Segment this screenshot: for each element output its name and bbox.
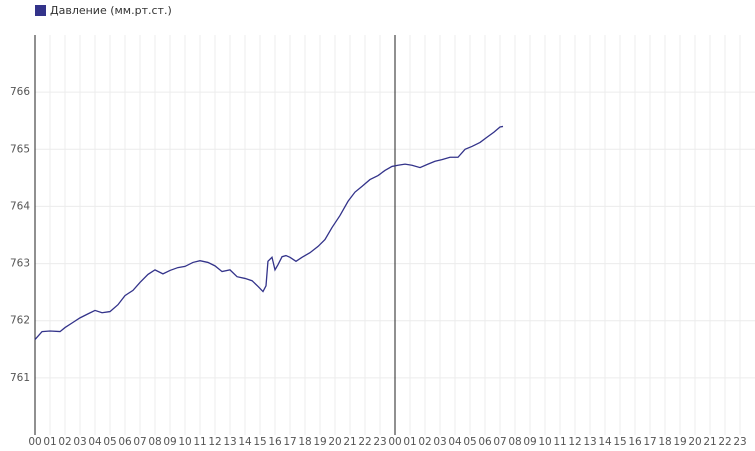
x-tick-label: 03 bbox=[433, 436, 446, 448]
x-tick-label: 19 bbox=[313, 436, 326, 448]
y-tick-label: 764 bbox=[10, 200, 30, 212]
line bbox=[34, 125, 504, 341]
x-tick-label: 12 bbox=[568, 436, 581, 448]
y-tick-label: 762 bbox=[10, 315, 30, 327]
x-tick-label: 13 bbox=[583, 436, 596, 448]
legend-swatch bbox=[35, 5, 46, 16]
x-tick-label: 20 bbox=[688, 436, 701, 448]
x-tick-label: 02 bbox=[58, 436, 71, 448]
x-tick-label: 08 bbox=[508, 436, 521, 448]
y-tick-label: 766 bbox=[10, 86, 30, 98]
x-tick-label: 09 bbox=[523, 436, 536, 448]
x-tick-label: 07 bbox=[133, 436, 146, 448]
x-tick-label: 12 bbox=[208, 436, 221, 448]
x-tick-label: 03 bbox=[73, 436, 86, 448]
x-tick-label: 04 bbox=[448, 436, 462, 448]
x-tick-label: 00 bbox=[28, 436, 41, 448]
x-tick-label: 18 bbox=[298, 436, 311, 448]
x-tick-label: 22 bbox=[358, 436, 371, 448]
x-tick-label: 21 bbox=[703, 436, 716, 448]
x-tick-label: 18 bbox=[658, 436, 671, 448]
y-tick-label: 763 bbox=[10, 258, 30, 270]
x-tick-label: 13 bbox=[223, 436, 236, 448]
x-tick-label: 04 bbox=[88, 436, 102, 448]
x-tick-label: 06 bbox=[118, 436, 132, 448]
x-tick-label: 16 bbox=[268, 436, 282, 448]
x-tick-label: 00 bbox=[388, 436, 401, 448]
x-tick-label: 21 bbox=[343, 436, 356, 448]
y-tick-label: 765 bbox=[10, 143, 30, 155]
x-tick-label: 20 bbox=[328, 436, 341, 448]
x-tick-label: 23 bbox=[373, 436, 386, 448]
x-tick-label: 05 bbox=[103, 436, 116, 448]
x-tick-label: 17 bbox=[643, 436, 656, 448]
x-tick-label: 19 bbox=[673, 436, 686, 448]
x-tick-label: 14 bbox=[598, 436, 612, 448]
x-tick-label: 15 bbox=[253, 436, 266, 448]
x-tick-label: 17 bbox=[283, 436, 296, 448]
x-tick-label: 07 bbox=[493, 436, 506, 448]
legend-label: Давление (мм.рт.ст.) bbox=[50, 4, 172, 17]
x-tick-label: 22 bbox=[718, 436, 731, 448]
x-tick-label: 01 bbox=[43, 436, 56, 448]
x-tick-label: 16 bbox=[628, 436, 642, 448]
x-tick-label: 01 bbox=[403, 436, 416, 448]
x-tick-label: 14 bbox=[238, 436, 252, 448]
x-tick-label: 09 bbox=[163, 436, 176, 448]
y-tick-label: 761 bbox=[10, 372, 30, 384]
x-tick-label: 10 bbox=[538, 436, 551, 448]
x-tick-label: 08 bbox=[148, 436, 161, 448]
x-tick-label: 06 bbox=[478, 436, 492, 448]
x-tick-label: 02 bbox=[418, 436, 431, 448]
x-tick-label: 11 bbox=[193, 436, 206, 448]
x-tick-label: 15 bbox=[613, 436, 626, 448]
x-tick-label: 05 bbox=[463, 436, 476, 448]
x-tick-label: 23 bbox=[733, 436, 746, 448]
x-tick-label: 10 bbox=[178, 436, 191, 448]
x-tick-label: 11 bbox=[553, 436, 566, 448]
